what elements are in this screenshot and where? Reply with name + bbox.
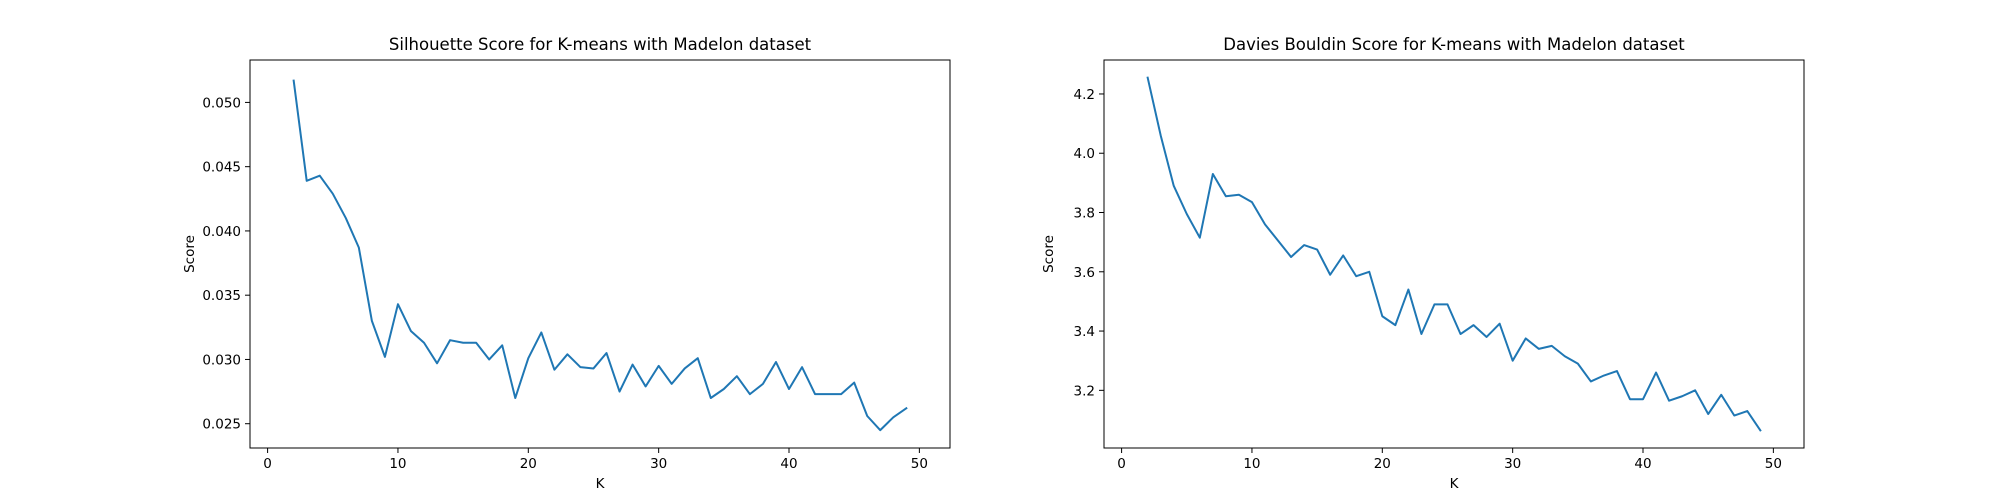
silhouette-chart-series-line (292, 79, 908, 432)
silhouette-chart-xtick-label: 50 (911, 456, 928, 472)
silhouette-chart-yticks: 0.025 0.030 0.035 0.040 0.045 0.050 (202, 95, 250, 433)
silhouette-chart: Silhouette Score for K-means with Madelo… (182, 35, 951, 492)
davies-bouldin-chart-xtick-label: 40 (1634, 456, 1651, 472)
silhouette-chart-ytick-label: 0.030 (202, 352, 241, 368)
davies-bouldin-chart-xtick-label: 50 (1765, 456, 1782, 472)
davies-bouldin-chart-series-line (1146, 76, 1762, 432)
davies-bouldin-chart-xtick-label: 0 (1117, 456, 1126, 472)
silhouette-chart-ytick-label: 0.045 (202, 160, 241, 176)
davies-bouldin-chart-xlabel: K (1450, 476, 1460, 492)
davies-bouldin-chart-xtick-label: 20 (1374, 456, 1391, 472)
davies-bouldin-chart-xticks: 0 10 20 30 40 50 (1117, 448, 1782, 472)
davies-bouldin-chart-ytick-label: 3.2 (1074, 383, 1095, 399)
silhouette-chart-ytick-label: 0.050 (202, 95, 241, 111)
silhouette-chart-xticks: 0 10 20 30 40 50 (263, 448, 928, 472)
davies-bouldin-chart-title: Davies Bouldin Score for K-means with Ma… (1223, 35, 1685, 54)
davies-bouldin-chart-ytick-label: 4.2 (1074, 87, 1095, 103)
davies-bouldin-chart-ylabel: Score (1041, 235, 1057, 273)
silhouette-chart-xtick-label: 40 (780, 456, 797, 472)
davies-bouldin-chart-frame (1103, 59, 1805, 449)
davies-bouldin-chart-ytick-label: 4.0 (1074, 146, 1095, 162)
silhouette-chart-frame (249, 59, 951, 449)
silhouette-chart-ytick-label: 0.025 (202, 417, 241, 433)
davies-bouldin-chart-yticks: 3.2 3.4 3.6 3.8 4.0 4.2 (1074, 87, 1104, 399)
silhouette-chart-xtick-label: 20 (520, 456, 537, 472)
silhouette-chart-xlabel: K (596, 476, 606, 492)
davies-bouldin-chart-lines (1146, 76, 1762, 432)
silhouette-chart-title: Silhouette Score for K-means with Madelo… (389, 35, 812, 54)
silhouette-chart-xtick-label: 10 (389, 456, 406, 472)
silhouette-chart-xtick-label: 30 (650, 456, 667, 472)
silhouette-chart-xtick-label: 0 (263, 456, 272, 472)
davies-bouldin-chart-ytick-label: 3.4 (1074, 324, 1095, 340)
davies-bouldin-chart-ytick-label: 3.8 (1074, 206, 1095, 222)
davies-bouldin-chart-xtick-label: 10 (1243, 456, 1260, 472)
silhouette-chart-lines (292, 79, 908, 432)
davies-bouldin-chart-ytick-label: 3.6 (1074, 265, 1095, 281)
silhouette-chart-ytick-label: 0.040 (202, 224, 241, 240)
davies-bouldin-chart: Davies Bouldin Score for K-means with Ma… (1041, 35, 1805, 492)
silhouette-chart-ylabel: Score (182, 235, 198, 273)
davies-bouldin-chart-xtick-label: 30 (1504, 456, 1521, 472)
silhouette-chart-ytick-label: 0.035 (202, 288, 241, 304)
